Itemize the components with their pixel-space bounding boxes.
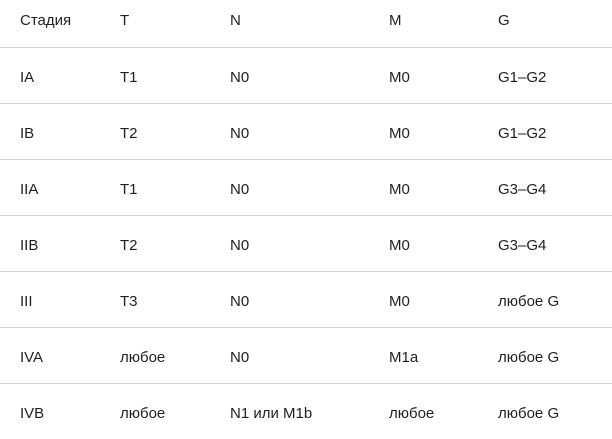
cell-m: M0 (389, 103, 498, 160)
table-row: IVB любое N1 или M1b любое любое G (0, 383, 612, 439)
cell-t: T2 (120, 103, 230, 160)
cell-g: G1–G2 (498, 103, 612, 160)
column-header-t: T (120, 0, 230, 48)
cell-m: M1a (389, 327, 498, 384)
cell-n: N0 (230, 327, 389, 384)
cell-stage: IVA (0, 327, 120, 384)
cell-n: N0 (230, 47, 389, 104)
cell-m: M0 (389, 159, 498, 216)
cell-m: M0 (389, 271, 498, 328)
cell-g: G3–G4 (498, 215, 612, 272)
cell-n: N0 (230, 215, 389, 272)
table-body: IA T1 N0 M0 G1–G2 IB T2 N0 M0 G1–G2 IIA … (0, 47, 612, 439)
table-row: IIB T2 N0 M0 G3–G4 (0, 215, 612, 272)
cell-t: T1 (120, 47, 230, 104)
cell-n: N1 или M1b (230, 404, 313, 422)
cell-t: T3 (120, 271, 230, 328)
cell-g: любое G (498, 404, 560, 422)
table-row: IA T1 N0 M0 G1–G2 (0, 47, 612, 104)
cell-t: T2 (120, 215, 230, 272)
cell-t: T1 (120, 159, 230, 216)
column-header-m: M (389, 0, 498, 48)
cell-stage: IIB (0, 215, 120, 272)
cell-m: M0 (389, 47, 498, 104)
cell-stage: III (0, 271, 120, 328)
cell-n: N0 (230, 159, 389, 216)
cell-stage: IIA (0, 159, 120, 216)
column-header-g: G (498, 0, 612, 48)
column-header-n: N (230, 0, 389, 48)
cell-stage: IB (0, 103, 120, 160)
table-row: III T3 N0 M0 любое G (0, 271, 612, 328)
cell-stage: IA (0, 47, 120, 104)
table-row: IB T2 N0 M0 G1–G2 (0, 103, 612, 160)
cell-g: G1–G2 (498, 47, 612, 104)
table-row: IIA T1 N0 M0 G3–G4 (0, 159, 612, 216)
table-header: Стадия T N M G (0, 0, 612, 48)
cell-t: любое (120, 404, 166, 422)
cell-stage: IVB (20, 404, 45, 422)
cell-m: любое (389, 404, 435, 422)
table-row: IVA любое N0 M1a любое G (0, 327, 612, 384)
cell-g: G3–G4 (498, 159, 612, 216)
cell-m: M0 (389, 215, 498, 272)
cell-n: N0 (230, 271, 389, 328)
cell-n: N0 (230, 103, 389, 160)
table-header-row: Стадия T N M G (0, 0, 612, 48)
cell-g: любое G (498, 271, 612, 328)
cell-g: любое G (498, 327, 612, 384)
column-header-stage: Стадия (0, 0, 120, 48)
cell-t: любое (120, 327, 230, 384)
